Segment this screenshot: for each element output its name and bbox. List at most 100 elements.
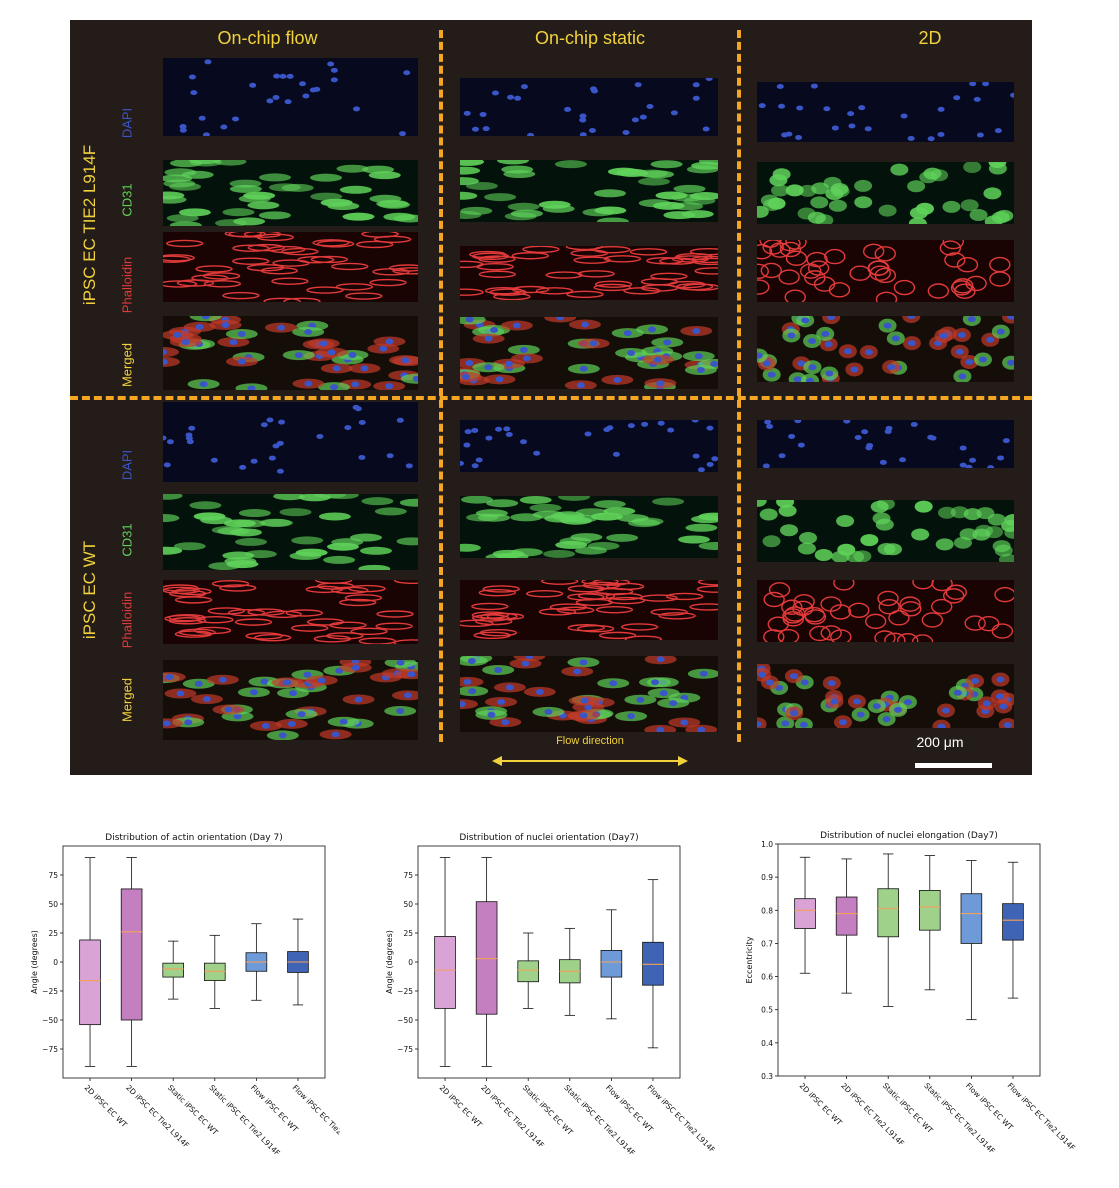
axes-frame [62, 845, 326, 1079]
x-tick-label: Flow iPSC EC Tie2 L914F [1006, 1081, 1077, 1152]
micrograph-panel-phal [460, 580, 718, 640]
micrograph-panel-cd31 [163, 160, 418, 226]
y-tick-label: 50 [48, 900, 58, 909]
micrograph-panel-dapi [163, 58, 418, 136]
y-tick-label: 0.7 [761, 939, 773, 948]
channel-label-phalloidin: Phalloidin [119, 591, 135, 649]
y-axis-label: Angle (degrees) [30, 930, 39, 994]
micrograph-panel-merg [460, 656, 718, 732]
axes-frame [417, 845, 681, 1079]
box-1 [794, 898, 816, 929]
box-2 [475, 901, 498, 1015]
x-tick-label: Static iPSC EC Tie2 L914F [207, 1083, 281, 1157]
y-tick-label: 0.8 [761, 906, 773, 915]
column-separator [737, 30, 741, 742]
row-label-wt: iPSC EC WT [80, 540, 99, 640]
micrograph-panel-dapi [460, 78, 718, 136]
micrograph-panel-phal [757, 240, 1014, 302]
micrograph-panel-merg [163, 660, 418, 740]
box-2 [120, 888, 143, 1021]
micrograph-panel-merg [460, 317, 718, 389]
x-tick-label: Flow iPSC EC Tie2 L914F [646, 1083, 715, 1154]
chart-actin-orientation: Distribution of actin orientation (Day 7… [30, 833, 340, 1157]
y-tick-label: −75 [42, 1045, 58, 1054]
micrograph-panel-phal [163, 232, 418, 302]
chart-title: Distribution of nuclei elongation (Day7) [820, 831, 998, 841]
y-tick-label: 75 [48, 871, 58, 880]
y-tick-label: 0 [408, 958, 413, 967]
chart-nuclei-orientation: Distribution of nuclei orientation (Day7… [385, 833, 715, 1157]
y-tick-label: −25 [42, 987, 58, 996]
channel-label-phalloidin: Phalloidin [119, 256, 135, 314]
axes-frame [777, 843, 1041, 1077]
micrograph-panel-cd31 [757, 162, 1014, 224]
box-3 [517, 960, 540, 983]
x-tick-label: 2D iPSC EC WT [798, 1081, 844, 1127]
channel-label-cd31: CD31 [119, 183, 135, 217]
micrograph-panel-merg [163, 316, 418, 390]
column-title-static: On-chip static [534, 28, 646, 48]
channel-label-cd31: CD31 [119, 523, 135, 557]
y-axis-label: Eccentricity [745, 936, 754, 983]
box-6 [1002, 903, 1024, 941]
y-tick-label: 1.0 [761, 840, 773, 849]
row-separator [70, 396, 1032, 400]
box-3 [877, 888, 900, 938]
micrograph-panel-phal [757, 580, 1014, 642]
column-title-flow: On-chip flow [217, 28, 318, 48]
y-tick-label: −50 [42, 1016, 58, 1025]
micrograph-panel-merg [757, 316, 1014, 382]
channel-label-merged: Merged [119, 677, 135, 723]
y-tick-label: 0.3 [761, 1072, 773, 1081]
micrograph-panel-phal [460, 246, 718, 300]
y-tick-label: 0.9 [761, 873, 773, 882]
scale-bar [915, 763, 992, 768]
y-axis-label: Angle (degrees) [385, 930, 394, 994]
row-label-tie2: iPSC EC TIE2 L914F [80, 144, 99, 306]
box-5 [600, 950, 623, 978]
micrograph-panel-dapi [460, 420, 718, 472]
box-5 [960, 893, 983, 944]
x-tick-label: Static iPSC EC Tie2 L914F [922, 1081, 996, 1155]
y-tick-label: 25 [48, 929, 58, 938]
x-tick-label: 2D iPSC EC WT [438, 1083, 484, 1129]
x-tick-label: Static iPSC EC Tie2 L914F [562, 1083, 636, 1157]
y-tick-label: −25 [397, 987, 413, 996]
box-4 [203, 962, 226, 981]
box-2 [835, 896, 858, 936]
column-separator [439, 30, 443, 742]
x-tick-label: Flow iPSC EC Tie2 L914F [291, 1083, 340, 1154]
micrograph-panel-phal [163, 580, 418, 644]
micrograph-panel-cd31 [757, 500, 1014, 562]
box-6 [642, 941, 664, 986]
y-tick-label: −50 [397, 1016, 413, 1025]
flow-direction-label: Flow direction [556, 735, 624, 747]
y-tick-label: 0 [53, 958, 58, 967]
micrograph-panel-dapi [163, 402, 418, 482]
channel-label-dapi: DAPI [119, 107, 135, 139]
micrograph-panel-dapi [757, 82, 1014, 142]
y-tick-label: 50 [403, 900, 413, 909]
y-tick-label: 0.4 [761, 1039, 773, 1048]
box-1 [79, 939, 101, 1026]
y-tick-label: 25 [403, 929, 413, 938]
chart-title: Distribution of nuclei orientation (Day7… [459, 833, 638, 843]
y-tick-label: 0.5 [761, 1006, 773, 1015]
micrograph-panel-cd31 [460, 160, 718, 222]
micrograph-panel-cd31 [163, 494, 418, 570]
box-1 [434, 936, 456, 1009]
micrograph-panel-dapi [757, 420, 1014, 468]
box-3 [162, 962, 185, 978]
micrograph-panel-cd31 [460, 496, 718, 558]
chart-nuclei-elongation: Distribution of nuclei elongation (Day7)… [745, 831, 1077, 1155]
chart-title: Distribution of actin orientation (Day 7… [105, 833, 282, 843]
x-tick-label: 2D iPSC EC WT [83, 1083, 129, 1129]
box-4 [918, 890, 941, 931]
channel-label-dapi: DAPI [119, 449, 135, 481]
flow-direction-arrow [492, 756, 688, 766]
column-title-2d: 2D [918, 28, 942, 48]
micrograph-panel-merg [757, 664, 1014, 728]
micrograph-figure: On-chip flow On-chip static 2D iPSC EC T… [70, 20, 1032, 775]
y-tick-label: −75 [397, 1045, 413, 1054]
y-tick-label: 75 [403, 871, 413, 880]
